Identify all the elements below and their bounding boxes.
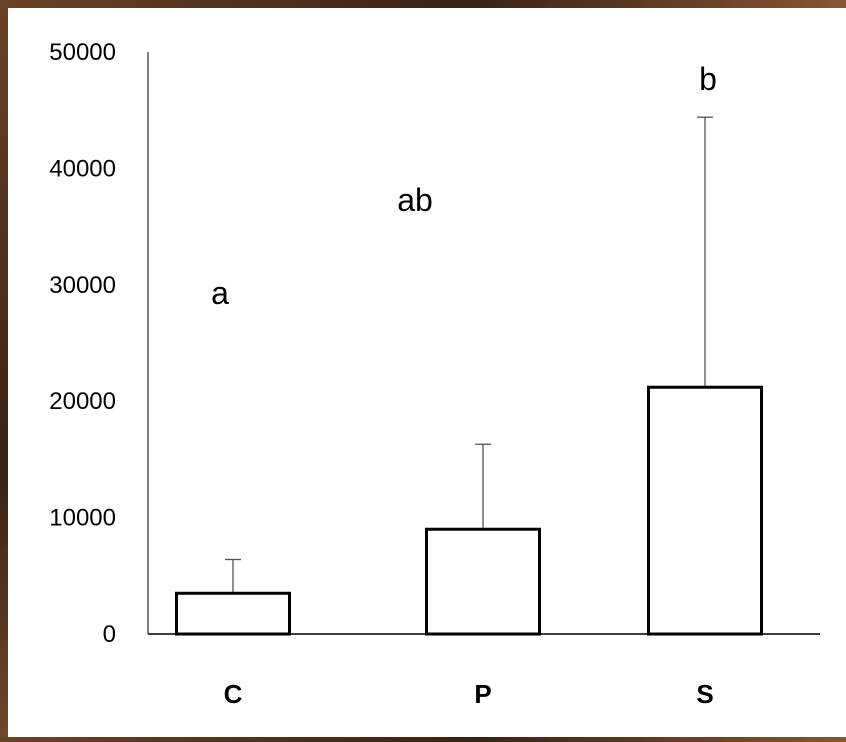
x-tick-label: P bbox=[474, 679, 491, 709]
bar-chart: 0 10000 20000 30000 40000 50000 C P Sa ab b bbox=[49, 39, 820, 709]
bar-p bbox=[425, 527, 541, 636]
y-tick-label: 20000 bbox=[49, 388, 116, 415]
bar-c bbox=[175, 591, 291, 636]
significance-letter: a bbox=[211, 275, 229, 311]
significance-letter: b bbox=[699, 61, 717, 97]
y-tick-label: 50000 bbox=[49, 39, 116, 66]
y-tick-label: 10000 bbox=[49, 505, 116, 532]
x-tick-label: S bbox=[696, 679, 713, 709]
y-tick-label: 30000 bbox=[49, 272, 116, 299]
y-tick-label: 0 bbox=[103, 621, 116, 648]
y-tick-label: 40000 bbox=[49, 155, 116, 182]
bar-s bbox=[647, 385, 763, 636]
x-tick-label: C bbox=[224, 679, 243, 709]
significance-letter: ab bbox=[397, 182, 433, 218]
